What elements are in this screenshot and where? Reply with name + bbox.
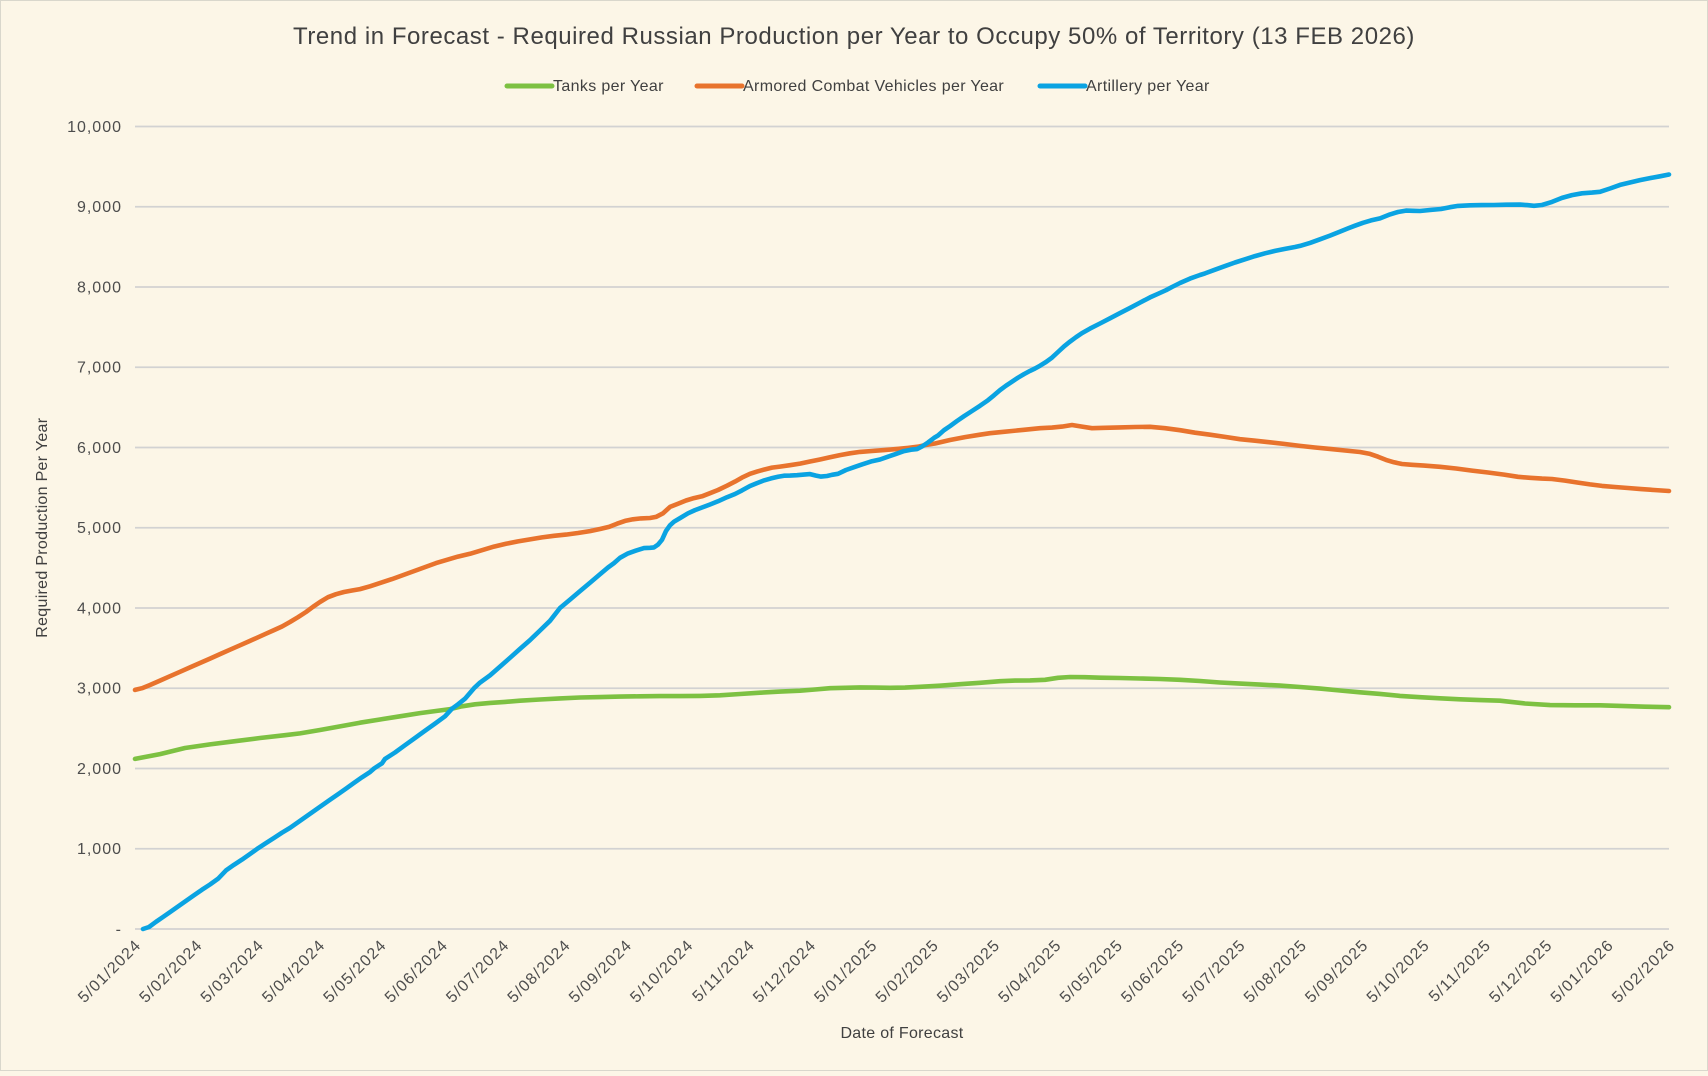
svg-text:1,000: 1,000 xyxy=(77,841,122,858)
svg-text:5,000: 5,000 xyxy=(77,520,122,537)
svg-text:Artillery per Year: Artillery per Year xyxy=(1086,78,1210,95)
svg-text:4,000: 4,000 xyxy=(77,600,122,617)
svg-text:Required Production Per Year: Required Production Per Year xyxy=(34,417,51,637)
svg-text:8,000: 8,000 xyxy=(77,279,122,296)
svg-text:Date of Forecast: Date of Forecast xyxy=(840,1025,963,1042)
svg-text:7,000: 7,000 xyxy=(77,360,122,377)
svg-text:3,000: 3,000 xyxy=(77,681,122,698)
svg-text:10,000: 10,000 xyxy=(67,119,122,136)
svg-text:2,000: 2,000 xyxy=(77,761,122,778)
svg-text:Armored Combat Vehicles per Ye: Armored Combat Vehicles per Year xyxy=(743,78,1004,95)
svg-text:6,000: 6,000 xyxy=(77,440,122,457)
svg-text:-: - xyxy=(116,921,122,938)
svg-text:Trend in Forecast - Required R: Trend in Forecast - Required Russian Pro… xyxy=(293,23,1415,50)
svg-text:Tanks per Year: Tanks per Year xyxy=(553,78,664,95)
svg-text:9,000: 9,000 xyxy=(77,199,122,216)
